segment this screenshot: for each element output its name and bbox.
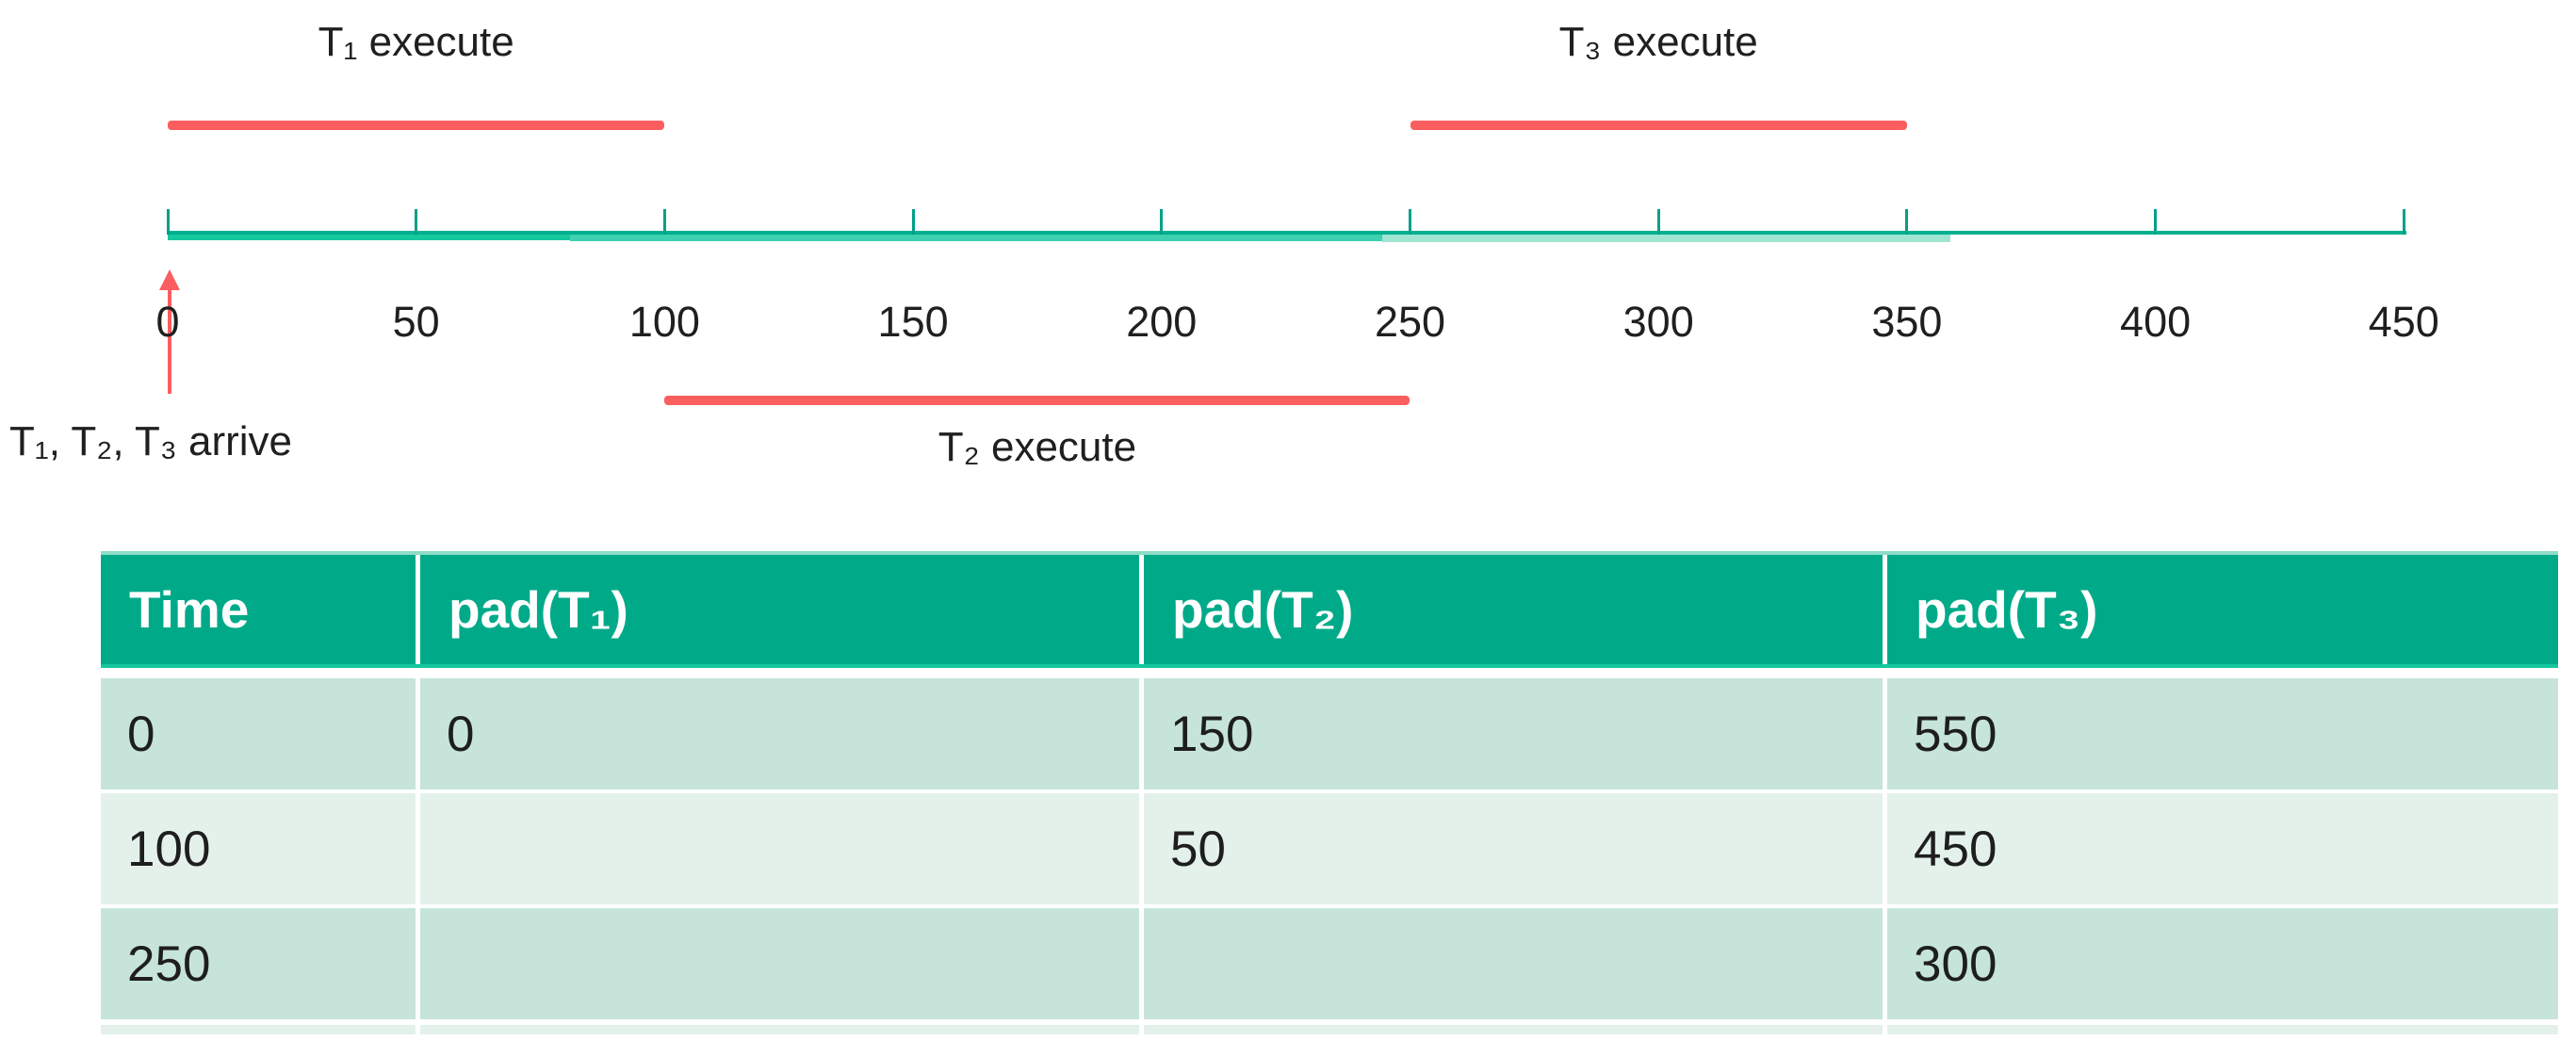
table-cell: 150 bbox=[1144, 678, 1887, 789]
axis-segment-pale bbox=[1382, 234, 1950, 242]
axis-tick bbox=[1905, 209, 1909, 235]
table-header-row: Time pad(T₁) pad(T₂) pad(T₃) bbox=[101, 551, 2558, 668]
axis-tick-label: 300 bbox=[1622, 298, 1694, 346]
table-cell: 550 bbox=[1887, 678, 2558, 789]
axis-tick-label: 0 bbox=[155, 298, 180, 346]
arrival-arrow-line bbox=[168, 289, 171, 394]
execute-label-t2: T₂ execute bbox=[937, 424, 1137, 470]
axis-tick bbox=[911, 209, 915, 235]
table-header-cell: pad(T₃) bbox=[1916, 580, 2098, 639]
table-cell bbox=[420, 793, 1144, 904]
execute-label-t1: T₁ execute bbox=[318, 19, 514, 65]
axis-tick bbox=[662, 209, 666, 235]
axis-tick bbox=[415, 209, 418, 235]
axis-tick-label: 100 bbox=[628, 298, 700, 346]
table-cell: 50 bbox=[1144, 793, 1887, 904]
table-body: 0 0 150 550 100 50 450 250 300 bbox=[101, 678, 2558, 1019]
axis-tick-label: 350 bbox=[1871, 298, 1943, 346]
axis-tick bbox=[1160, 209, 1164, 235]
axis-tick-label: 250 bbox=[1374, 298, 1446, 346]
axis-tick bbox=[2402, 209, 2405, 235]
schedule-table: Time pad(T₁) pad(T₂) pad(T₃) 0 0 150 550 100 50 4… bbox=[101, 551, 2558, 1034]
table-header-cell: pad(T₁) bbox=[420, 555, 1144, 664]
table-header-cell: pad(T₂) bbox=[1144, 555, 1887, 664]
axis-segment-dark bbox=[168, 232, 570, 240]
axis-segment-medium bbox=[570, 233, 1382, 241]
execute-line-t3 bbox=[1410, 121, 1907, 130]
table-partial-row bbox=[101, 1025, 2558, 1034]
axis-tick bbox=[1409, 209, 1411, 235]
execute-line-t1 bbox=[168, 121, 665, 130]
axis-tick bbox=[166, 209, 170, 235]
table-partial-cell bbox=[1144, 1025, 1887, 1034]
table-row: 250 300 bbox=[101, 908, 2558, 1019]
table-partial-cell bbox=[101, 1025, 420, 1034]
table-partial-cell bbox=[420, 1025, 1144, 1034]
table-cell: 0 bbox=[420, 678, 1144, 789]
timeline-axis bbox=[168, 231, 2406, 235]
axis-tick-label: 400 bbox=[2120, 298, 2192, 346]
table-cell: 300 bbox=[1887, 908, 2558, 1019]
table-cell bbox=[420, 908, 1144, 1019]
table-partial-cell bbox=[1887, 1025, 2558, 1034]
axis-tick bbox=[1656, 209, 1660, 235]
table-row: 0 0 150 550 bbox=[101, 678, 2558, 789]
axis-tick-label: 450 bbox=[2368, 298, 2439, 346]
table-cell: 100 bbox=[101, 793, 420, 904]
table-cell: 0 bbox=[101, 678, 420, 789]
execute-line-t2 bbox=[664, 396, 1410, 405]
table-header-cell: Time bbox=[101, 555, 420, 664]
axis-tick-label: 50 bbox=[392, 298, 440, 346]
axis-tick-label: 200 bbox=[1126, 298, 1198, 346]
execute-label-t3: T₃ execute bbox=[1558, 19, 1758, 65]
arrival-label: T₁, T₂, T₃ arrive bbox=[9, 418, 293, 464]
arrival-arrow-icon bbox=[159, 269, 180, 290]
table-cell: 450 bbox=[1887, 793, 2558, 904]
axis-tick bbox=[2154, 209, 2158, 235]
table-row: 100 50 450 bbox=[101, 793, 2558, 904]
table-cell bbox=[1144, 908, 1887, 1019]
table-cell: 250 bbox=[101, 908, 420, 1019]
axis-tick-label: 150 bbox=[877, 298, 949, 346]
